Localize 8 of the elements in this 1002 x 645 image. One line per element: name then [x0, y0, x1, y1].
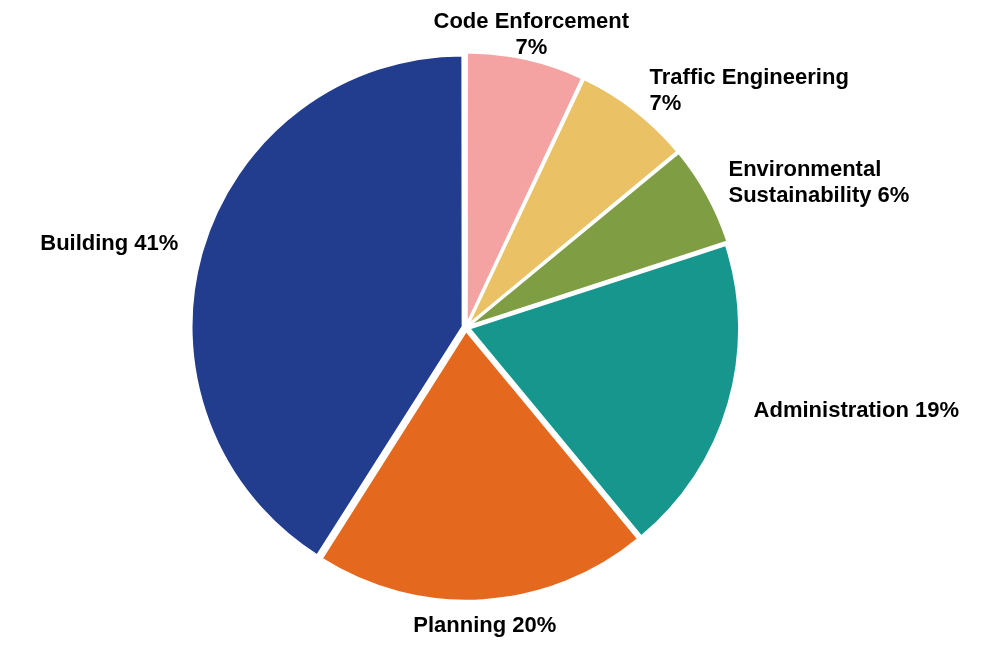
slice-label: Environmental Sustainability 6% [728, 156, 910, 208]
data-label: 7% [649, 89, 682, 115]
slice-label: Traffic Engineering [649, 63, 849, 89]
slice-label: Planning 20% [413, 612, 557, 638]
data-label: 7% [515, 34, 548, 60]
slice-label: Code Enforcement [433, 8, 630, 34]
slice-label: Building 41% [40, 230, 179, 255]
slice-label: Administration 19% [753, 397, 959, 423]
